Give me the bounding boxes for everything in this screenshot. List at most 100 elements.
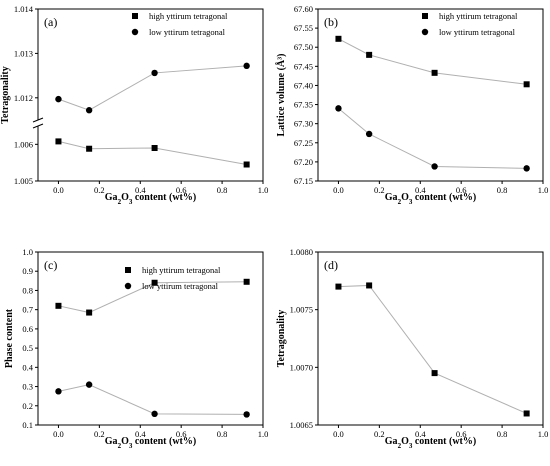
legend-entry: high yttirum tetragonal [125, 265, 221, 275]
chart-panel-a: (a) 0.0 0.2 0.4 0.6 0.8 1.0 Ga2O3 content (wt%)… [0, 4, 268, 206]
series-line [58, 281, 247, 314]
y-tick-label: 0.3 [22, 382, 33, 392]
legend-square-marker [132, 13, 138, 19]
y-tick-label: 67.40 [294, 80, 313, 90]
data-point [243, 411, 250, 418]
x-tick-label: 0.6 [456, 185, 467, 195]
x-tick-label: 1.0 [538, 185, 549, 195]
data-point [86, 309, 93, 316]
y-tick-label: 0.5 [22, 343, 33, 353]
data-point [243, 161, 250, 168]
legend-entry: low yttirum tetragonal [131, 27, 226, 37]
y-tick-label: 1.012 [14, 93, 33, 103]
x-tick-label: 0.6 [176, 429, 187, 439]
x-tick-label: 1.0 [258, 185, 269, 195]
legend-entry: low yttirum tetragonal [421, 27, 516, 37]
axis-break-mark [32, 117, 44, 123]
panel-label: (d) [324, 258, 338, 272]
y-tick-label: 1.0075 [290, 305, 313, 315]
legend-label: low yttirum tetragonal [149, 27, 226, 37]
data-point [523, 81, 530, 88]
legend-entry: high yttirum tetragonal [422, 11, 518, 21]
y-tick-label: 0.9 [22, 266, 33, 276]
data-point [86, 145, 93, 152]
y-tick-label: 67.60 [294, 4, 313, 14]
x-axis-title: Ga2O3 content (wt%) [385, 436, 476, 450]
x-tick-label: 0.2 [94, 429, 105, 439]
y-tick-label: 0.7 [22, 305, 33, 315]
plot-frame [37, 251, 264, 426]
y-tick-label: 67.45 [294, 61, 313, 71]
y-tick-label: 67.20 [294, 157, 313, 167]
y-tick-label: 1.006 [14, 139, 33, 149]
x-tick-label: 0.4 [415, 185, 426, 195]
chart-panel-c: (c) 0.0 0.2 0.4 0.6 0.8 1.0 Ga2O3 content (wt%)… [4, 247, 268, 450]
data-point [55, 302, 62, 309]
legend-entry: high yttirum tetragonal [132, 11, 228, 21]
data-series [335, 105, 530, 172]
legend-circle-marker [421, 28, 429, 36]
series-line [338, 284, 527, 414]
axis-break-gap [36, 120, 40, 126]
y-tick-label: 1.013 [14, 48, 33, 58]
x-tick-label: 0.4 [135, 429, 146, 439]
chart-panel-b: (b) 0.0 0.2 0.4 0.6 0.8 1.0 Ga2O3 content (wt%)… [275, 4, 548, 206]
y-tick-label: 67.15 [294, 176, 313, 186]
legend-entry: low yttirum tetragonal [124, 281, 219, 291]
panel-label: (a) [44, 15, 57, 29]
y-tick-label: 67.50 [294, 42, 313, 52]
axis-break-mark [32, 123, 44, 129]
data-point [365, 130, 373, 138]
x-tick-label: 0.2 [374, 429, 385, 439]
y-tick-label: 67.25 [294, 138, 313, 148]
data-point [55, 388, 62, 395]
y-axis-title: Tetragonality [0, 66, 11, 123]
data-point [55, 95, 62, 103]
x-tick-label: 0.2 [94, 185, 105, 195]
data-series [55, 62, 250, 114]
y-tick-label: 1.0065 [290, 420, 313, 430]
panel-label: (c) [44, 258, 57, 272]
data-series [55, 278, 250, 316]
y-axis-title: Lattice volume (Å³) [275, 54, 287, 137]
y-axis-title: Phase content [4, 308, 15, 368]
x-axis-title: Ga2O3 content (wt%) [105, 436, 196, 450]
y-tick-label: 0.4 [22, 362, 33, 372]
x-tick-label: 0.4 [135, 185, 146, 195]
data-point [85, 381, 93, 388]
x-tick-label: 0.8 [217, 185, 228, 195]
y-tick-label: 67.30 [294, 119, 313, 129]
data-point [151, 145, 158, 151]
data-point [523, 410, 530, 417]
y-tick-label: 1.014 [14, 4, 34, 14]
legend-label: high yttirum tetragonal [149, 11, 228, 21]
x-tick-label: 1.0 [258, 429, 269, 439]
data-point [431, 69, 438, 76]
chart-panel-d: (d) 0.0 0.2 0.4 0.6 0.8 1.0 Ga2O3 content (wt%)… [276, 247, 548, 450]
plot-frame [317, 251, 544, 426]
data-series [335, 282, 530, 417]
data-point [431, 370, 438, 377]
series-line [58, 384, 247, 415]
data-point [151, 410, 158, 418]
legend-circle-marker [131, 28, 139, 36]
data-point [151, 279, 158, 286]
data-point [243, 62, 250, 70]
x-tick-label: 0.0 [333, 185, 344, 195]
panel-label: (b) [324, 15, 338, 29]
x-tick-label: 0.2 [374, 185, 385, 195]
y-tick-label: 0.2 [22, 401, 33, 411]
data-point [366, 282, 373, 289]
data-point [243, 278, 250, 285]
series-line [58, 65, 247, 111]
y-tick-label: 67.55 [294, 23, 313, 33]
series-line [338, 38, 527, 85]
y-tick-label: 1.0080 [290, 247, 313, 257]
y-tick-label: 1.005 [14, 176, 33, 186]
x-axis-title: Ga2O3 content (wt%) [385, 192, 476, 206]
data-point [335, 105, 342, 112]
data-point [335, 283, 342, 290]
x-tick-label: 0.8 [217, 429, 228, 439]
data-point [55, 138, 62, 145]
